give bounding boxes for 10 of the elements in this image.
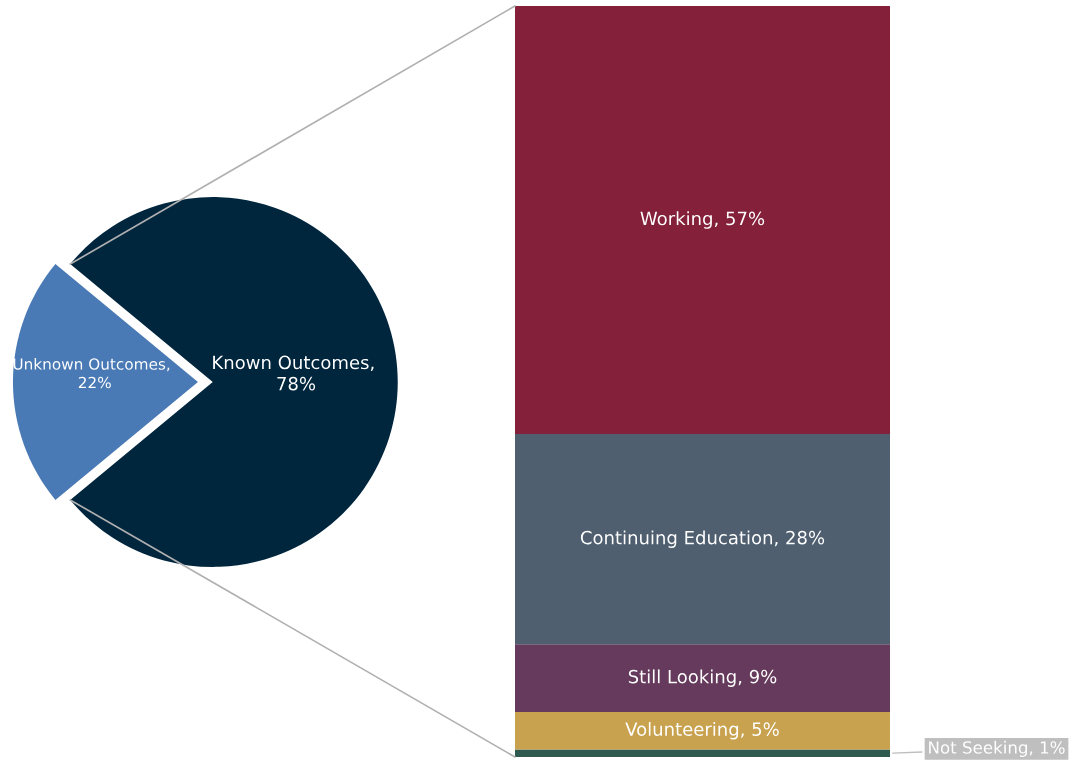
data-label: Working, 57%: [640, 211, 765, 229]
bar: [515, 6, 890, 435]
bar: [515, 434, 890, 645]
bar: [515, 711, 890, 750]
data-label: Still Looking, 9%: [628, 669, 777, 687]
data-label: Volunteering, 5%: [625, 721, 779, 740]
data-label: Not Seeking, 1%: [929, 740, 1065, 757]
data-label: Continuing Education, 28%: [580, 530, 825, 548]
bar: [515, 644, 890, 712]
bar: [515, 749, 890, 757]
